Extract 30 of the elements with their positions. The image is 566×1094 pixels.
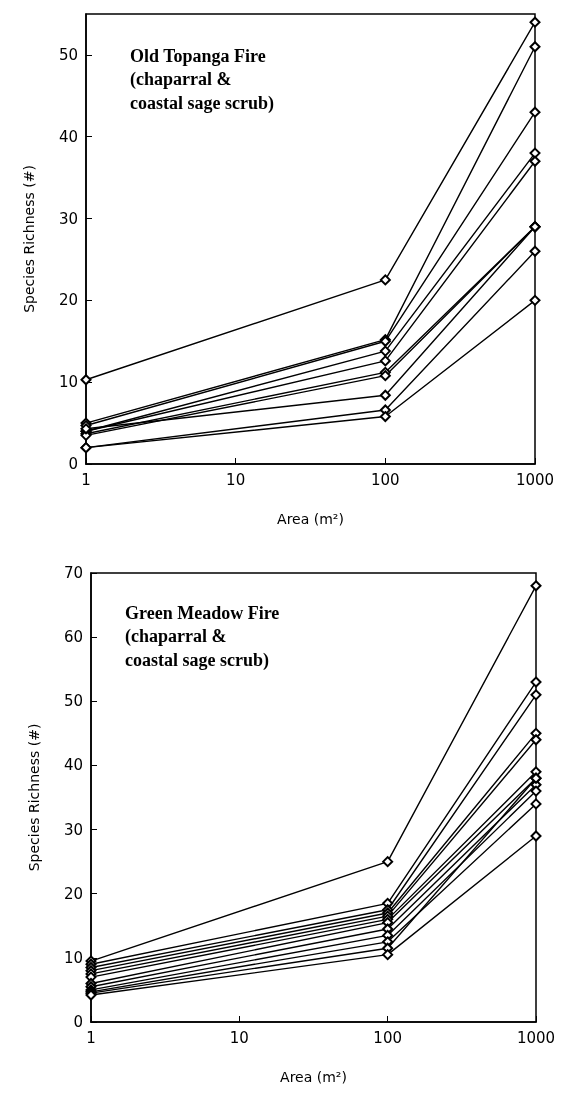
y-tick-label: 20 [63,884,83,903]
y-tick-label: 70 [63,564,83,582]
y-tick-label: 50 [58,45,78,64]
text: Green Meadow Fire [125,603,280,623]
y-tick-label: 40 [58,127,78,146]
y-tick-label: 50 [63,692,83,711]
x-tick-label: 100 [373,1028,402,1047]
text: Old Topanga Fire [130,46,266,66]
y-tick-label: 20 [58,291,78,310]
y-tick-label: 10 [63,948,83,967]
x-axis-title: Area (m²) [277,511,344,527]
y-tick-label: 30 [63,820,83,839]
x-axis-title: Area (m²) [280,1069,347,1085]
x-tick-label: 100 [371,470,400,489]
x-tick-label: 10 [226,470,246,489]
x-tick-label: 1 [86,1028,96,1047]
y-axis-title: Species Richness (#) [21,165,37,313]
x-tick-label: 10 [229,1028,249,1047]
y-axis-title: Species Richness (#) [26,723,42,872]
y-tick-label: 0 [68,455,78,473]
y-tick-label: 40 [63,756,83,775]
y-tick-label: 60 [63,628,83,647]
x-tick-label: 1000 [515,470,555,489]
y-tick-label: 0 [73,1013,83,1031]
y-tick-label: 10 [58,373,78,392]
text: (chaparral & coastal sage scrub) [130,69,274,114]
x-tick-label: 1000 [516,1028,556,1047]
y-tick-label: 30 [58,209,78,228]
x-tick-label: 1 [81,470,91,489]
text: (chaparral & coastal sage scrub) [125,626,269,671]
